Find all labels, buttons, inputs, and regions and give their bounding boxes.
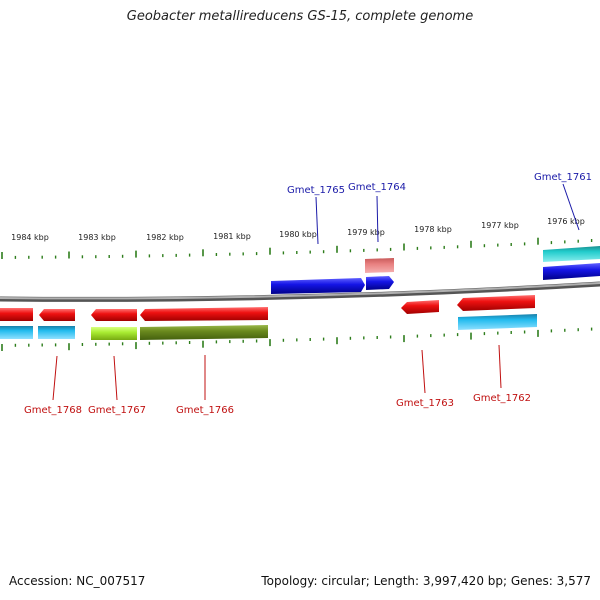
forward-strand [271,246,600,294]
feature-cyan-block[interactable] [458,314,537,330]
kbp-label: 1976 kbp [547,217,585,226]
gene-label-gmet-1768[interactable]: Gmet_1768 [24,405,82,416]
gene-feature-gmet-1767[interactable] [91,309,137,321]
gene-label-gmet-1765[interactable]: Gmet_1765 [287,185,345,196]
gene-label-gmet-1763[interactable]: Gmet_1763 [396,398,454,409]
feature-cyan-block[interactable] [0,326,33,339]
feature-cyan-block[interactable] [38,326,75,339]
feature-olive-block[interactable] [140,325,268,340]
feature-pink-block[interactable] [365,258,394,273]
leader-line [315,196,319,245]
kbp-label: 1980 kbp [279,230,317,239]
leader-line [421,349,426,394]
genome-title: Geobacter metallireducens GS-15, complet… [126,9,474,24]
kbp-label: 1977 kbp [481,221,519,230]
gene-feature-gmet-1761-b[interactable] [543,263,600,280]
kbp-label: 1978 kbp [414,225,452,234]
gene-label-gmet-1761[interactable]: Gmet_1761 [534,172,592,183]
gene-feature-red-edge[interactable] [0,308,33,321]
feature-lime-block[interactable] [91,327,137,340]
genome-backbone [0,281,600,302]
gene-label-gmet-1762[interactable]: Gmet_1762 [473,393,531,404]
tick-marks [1,237,593,259]
genome-stats: Topology: circular; Length: 3,997,420 bp… [261,574,591,588]
gene-labels: Gmet_1765 Gmet_1764 Gmet_1761 Gmet_1768 … [24,172,592,416]
gene-label-gmet-1767[interactable]: Gmet_1767 [88,405,146,416]
forward-tick-row [1,237,593,259]
reverse-strand [0,295,537,340]
gene-feature-gmet-1766[interactable] [140,307,268,321]
kbp-label: 1984 kbp [11,233,49,242]
gene-feature-gmet-1761-a[interactable] [543,246,600,262]
leader-line [498,344,502,389]
tick-marks [1,327,593,351]
gene-label-gmet-1764[interactable]: Gmet_1764 [348,182,406,193]
kbp-label: 1979 kbp [347,228,385,237]
leader-line [376,195,379,243]
leader-line [52,355,58,401]
gene-feature-gmet-1765[interactable] [271,278,365,294]
kbp-label: 1983 kbp [78,233,116,242]
kbp-scale: 1984 kbp 1983 kbp 1982 kbp 1981 kbp 1980… [11,217,585,242]
leader-lines [52,183,580,401]
gene-feature-gmet-1762[interactable] [457,295,535,311]
gene-feature-gmet-1763[interactable] [401,300,439,314]
leader-line [562,183,580,231]
gene-label-gmet-1766[interactable]: Gmet_1766 [176,405,234,416]
gene-feature-gmet-1764[interactable] [366,276,394,290]
leader-line [113,355,118,401]
accession-info: Accession: NC_007517 [9,574,146,588]
kbp-label: 1981 kbp [213,232,251,241]
reverse-tick-row [1,327,593,351]
kbp-label: 1982 kbp [146,233,184,242]
gene-feature-gmet-1768[interactable] [39,309,75,321]
